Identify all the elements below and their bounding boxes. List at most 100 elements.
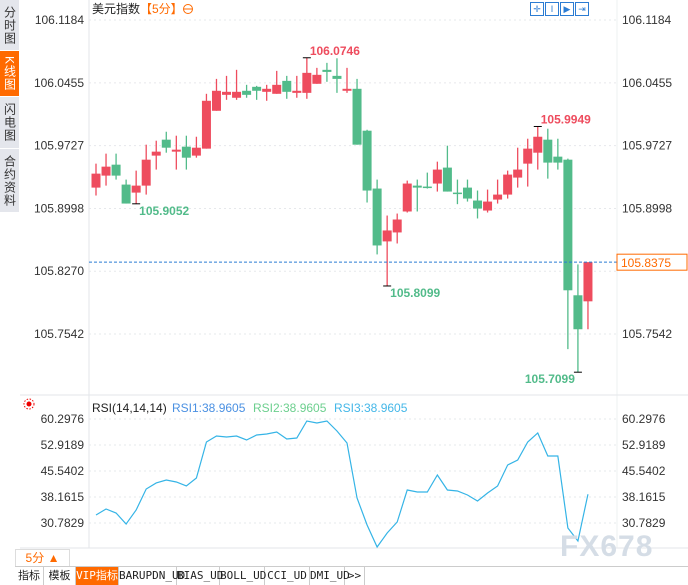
candle-body: [312, 75, 321, 84]
candle-body: [433, 170, 442, 184]
chart-title: 美元指数: [92, 1, 140, 16]
candle-body: [373, 189, 382, 246]
price-tick-left: 105.7542: [34, 327, 84, 341]
price-tick-right: 106.0455: [622, 76, 672, 90]
candle-body: [332, 76, 341, 79]
price-tick-right: 105.9727: [622, 139, 672, 153]
candle: [513, 148, 522, 188]
candle: [112, 154, 121, 180]
rsi-tick-left: 52.9189: [41, 438, 85, 452]
scroll-end-icon[interactable]: ⇥: [575, 2, 589, 16]
tab-templates[interactable]: 模板: [44, 567, 76, 585]
candle: [543, 129, 552, 179]
tab-bias-ud[interactable]: BIAS_UD: [177, 567, 220, 585]
candle-body: [122, 185, 131, 204]
price-tick-left: 106.0455: [34, 76, 84, 90]
tab-cci-ud[interactable]: CCI_UD: [265, 567, 310, 585]
play-icon[interactable]: ▶: [560, 2, 574, 16]
candle-body: [162, 140, 171, 148]
crosshair-circle-icon[interactable]: [184, 5, 193, 14]
candle-body: [473, 201, 482, 209]
candle-body: [483, 202, 492, 211]
candle: [222, 76, 231, 100]
candle: [423, 173, 432, 189]
candle: [363, 130, 372, 203]
candle: [302, 58, 311, 99]
candle: [332, 58, 341, 93]
candle: [232, 70, 241, 100]
candle-body: [132, 186, 141, 193]
price-tick-left: 105.8998: [34, 201, 84, 215]
candle: [282, 76, 291, 99]
candle: [563, 159, 572, 350]
candle: [102, 154, 111, 186]
tab-boll-ud[interactable]: BOLL_UD: [220, 567, 265, 585]
candle: [272, 71, 281, 94]
candle: [353, 79, 362, 145]
candle: [142, 145, 151, 195]
candle-body: [553, 157, 562, 163]
candle: [212, 79, 221, 111]
candle-body: [92, 174, 101, 188]
low-price-label: 105.9052: [139, 204, 189, 218]
tab-dmi-ud[interactable]: DMI_UD: [310, 567, 345, 585]
candle: [403, 181, 412, 213]
tab-more[interactable]: >>: [345, 567, 365, 585]
rsi-tick-right: 38.1615: [622, 490, 666, 504]
rsi-title: RSI(14,14,14): [92, 401, 167, 415]
candle: [162, 132, 171, 153]
candle: [343, 68, 352, 93]
zoom-range-icon[interactable]: Ι: [545, 2, 559, 16]
candle: [493, 180, 502, 204]
candle-body: [232, 92, 241, 98]
candle: [122, 180, 131, 204]
price-tick-right: 105.8998: [622, 201, 672, 215]
candle: [192, 137, 201, 158]
candle-body: [563, 160, 572, 291]
candle-body: [172, 150, 181, 152]
candle-body: [102, 167, 111, 176]
rsi-tick-right: 60.2976: [622, 412, 666, 426]
crosshair-icon[interactable]: ✛: [530, 2, 544, 16]
candle: [473, 191, 482, 219]
candle-body: [182, 147, 191, 158]
candle-body: [112, 165, 121, 176]
candle: [383, 216, 392, 286]
high-price-label: 106.0746: [310, 44, 360, 58]
period-label: 【5分】: [140, 2, 183, 16]
candle: [483, 190, 492, 213]
price-tick-right: 106.1184: [622, 13, 671, 27]
period-selector-label: 5分: [26, 551, 45, 565]
candle-body: [503, 175, 512, 195]
candle-body: [583, 262, 592, 301]
rsi2-legend: RSI2:38.9605: [253, 401, 327, 415]
price-tick-left: 105.8270: [34, 264, 84, 278]
tab-vip-indicators[interactable]: VIP指标: [76, 567, 119, 585]
candle: [182, 136, 191, 170]
candle-body: [302, 73, 311, 93]
candle: [533, 126, 542, 169]
candle: [92, 164, 101, 196]
candle: [242, 85, 251, 98]
candle: [433, 162, 442, 192]
sun-icon[interactable]: [24, 399, 34, 409]
tab-barupdn-ud[interactable]: BARUPDN_UD: [119, 567, 177, 585]
candle: [322, 63, 331, 82]
candle-body: [513, 170, 522, 178]
candle-body: [463, 188, 472, 199]
candle: [413, 180, 422, 212]
candle-body: [142, 160, 151, 186]
candle-body: [573, 295, 582, 329]
candle: [252, 86, 261, 100]
candle-body: [403, 184, 412, 212]
candle-body: [282, 81, 291, 92]
rsi-line: [96, 421, 588, 547]
tab-indicators[interactable]: 指标: [15, 567, 44, 585]
period-selector[interactable]: 5分 ▲: [15, 549, 70, 567]
candle-body: [252, 87, 261, 91]
candle-body: [533, 137, 542, 153]
candle: [463, 180, 472, 202]
last-price-label: 105.8375: [621, 256, 671, 270]
candle: [453, 180, 462, 205]
